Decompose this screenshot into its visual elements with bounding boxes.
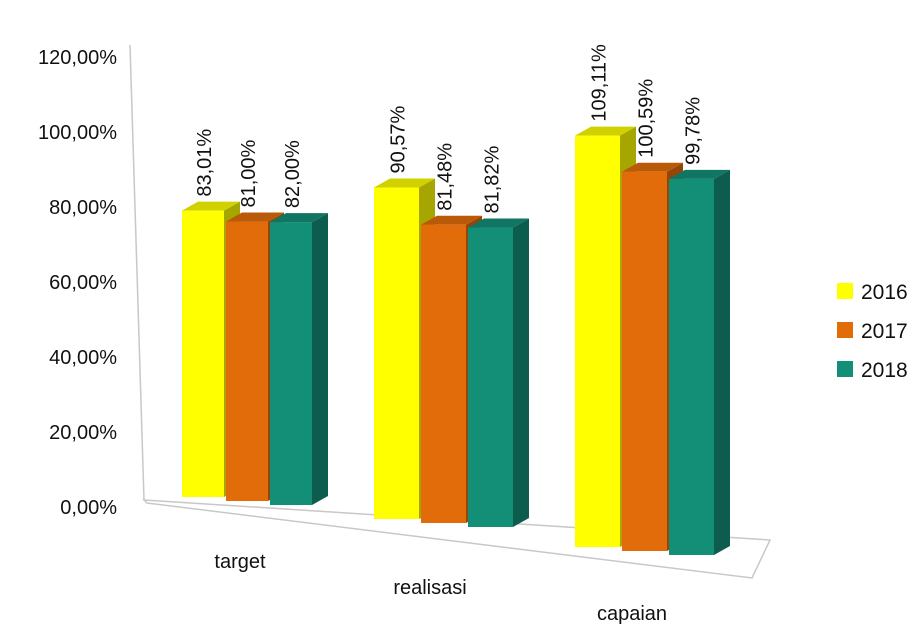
bar [575, 135, 620, 547]
data-label: 109,11% [589, 44, 611, 122]
bar [468, 227, 513, 527]
legend: 2016 2017 2018 [837, 281, 908, 382]
data-label: 81,00% [238, 140, 260, 208]
data-labels: 83,01% 81,00% 82,00% 90,57% 81,48% 81,82% 109,… [194, 44, 705, 214]
bar-top [421, 215, 482, 225]
x-tick-label: target [214, 551, 266, 573]
legend-swatch [837, 322, 853, 338]
data-label: 99,78% [683, 97, 705, 165]
bar-side [513, 218, 529, 527]
bar-top [622, 162, 683, 172]
bar-top [669, 169, 730, 179]
y-tick-label: 60,00% [49, 272, 117, 294]
y-tick-label: 40,00% [49, 347, 117, 369]
y-tick-label: 20,00% [49, 422, 117, 444]
legend-label: 2017 [861, 320, 908, 343]
data-label: 81,48% [435, 143, 457, 211]
bars [182, 126, 730, 555]
data-label: 82,00% [282, 140, 304, 208]
bar [374, 187, 419, 519]
bar [182, 210, 224, 498]
legend-label: 2016 [861, 281, 908, 304]
bar [270, 222, 312, 505]
bar-top [468, 218, 529, 228]
wall-edge [129, 44, 145, 501]
floor-outline [142, 499, 772, 579]
data-label: 83,01% [194, 129, 216, 197]
y-tick-label: 80,00% [49, 197, 117, 219]
y-tick-label: 0,00% [60, 497, 117, 519]
data-label: 100,59% [636, 79, 658, 158]
bar [421, 224, 466, 523]
legend-swatch [837, 361, 853, 377]
x-tick-label: capaian [597, 603, 667, 625]
data-label: 81,82% [482, 145, 504, 213]
bar-top [270, 213, 328, 223]
x-axis: target realisasi capaian [214, 551, 667, 625]
bar-top [182, 201, 240, 211]
bar [622, 171, 667, 551]
legend-label: 2018 [861, 359, 908, 382]
y-axis: 0,00% 20,00% 40,00% 60,00% 80,00% 100,00% 120,… [38, 47, 117, 519]
bar-side [312, 213, 328, 505]
x-tick-label: realisasi [393, 577, 466, 599]
legend-swatch [837, 283, 853, 299]
bar [226, 221, 268, 502]
y-tick-label: 120,00% [38, 47, 117, 69]
y-tick-label: 100,00% [38, 122, 117, 144]
data-label: 90,57% [388, 105, 410, 173]
bar-top [575, 126, 636, 136]
bar-top [226, 212, 284, 222]
chart-walls [129, 44, 772, 579]
bar [669, 178, 714, 555]
bar-top [374, 178, 435, 188]
bar-side [714, 169, 730, 555]
